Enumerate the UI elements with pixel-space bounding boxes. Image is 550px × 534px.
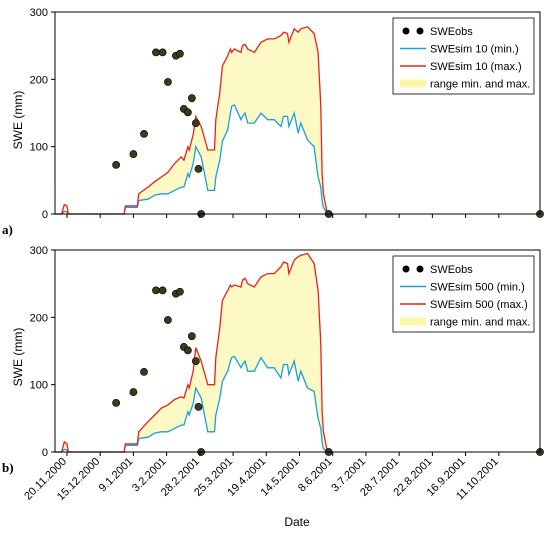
legend: SWEobs SWEsim 10 (min.) SWEsim 10 (max.) ra… (392, 17, 535, 95)
y-tick-label: 200 (30, 74, 48, 86)
obs-point (140, 367, 148, 376)
legend-label: SWEsim 500 (max.) (430, 299, 528, 311)
plot-frame (54, 249, 541, 453)
y-tick-label: 0 (42, 209, 48, 221)
obs-point (112, 398, 121, 407)
obs-point (164, 78, 172, 86)
obs-point (158, 286, 167, 295)
x-axis-title: Date (284, 515, 310, 529)
legend-marker-obs (402, 265, 410, 273)
obs-point (140, 129, 148, 138)
legend-swatch-range (400, 79, 426, 88)
panel-label: b) (2, 460, 14, 475)
panel-label: a) (2, 222, 13, 237)
legend: SWEobs SWEsim 500 (min.) SWEsim 500 (max.)… (392, 255, 535, 333)
min-series-line (55, 355, 329, 453)
range-area (55, 253, 329, 452)
max-series-line (55, 252, 329, 453)
y-tick-label: 0 (42, 447, 48, 459)
y-tick-label: 100 (30, 380, 48, 392)
obs-point (164, 316, 172, 324)
obs-point (187, 94, 196, 103)
legend-label: SWEsim 10 (min.) (430, 44, 519, 56)
y-tick-label: 300 (30, 7, 48, 19)
legend-label: SWEsim 500 (min.) (430, 282, 525, 294)
legend-label: range min. and max. (430, 79, 530, 91)
plot-frame (54, 11, 541, 215)
obs-point (112, 160, 121, 169)
chart-panel-a: SWE (mm) a) 0 100 200 300 SWEobs SWEsim 10 (m… (2, 7, 544, 237)
obs-point (176, 287, 184, 296)
legend-swatch-range (400, 317, 426, 326)
x-tick-label: 9.1.2001 (97, 456, 136, 495)
obs-point (152, 286, 160, 295)
obs-point (158, 48, 167, 57)
legend-marker-obs (416, 265, 424, 273)
legend-label: SWEsim 10 (max.) (430, 61, 522, 73)
obs-point (176, 49, 184, 58)
legend-marker-obs (416, 27, 424, 35)
obs-point (194, 164, 203, 173)
y-tick-label: 100 (30, 142, 48, 154)
chart-panel-b: SWE (mm) b) Date 010020030020.11.200015.… (2, 245, 544, 529)
x-tick-label: 8.6.2001 (296, 456, 335, 495)
range-area (55, 26, 329, 214)
obs-point (194, 402, 203, 411)
legend-label: SWEobs (430, 264, 473, 276)
max-series-line (55, 26, 329, 215)
y-axis-title: SWE (mm) (11, 91, 25, 150)
y-axis-title: SWE (mm) (11, 328, 25, 387)
y-tick-label: 300 (30, 245, 48, 257)
min-series-line (55, 104, 329, 215)
obs-point (187, 332, 196, 341)
y-tick-label: 200 (30, 312, 48, 324)
legend-label: range min. and max. (430, 317, 530, 329)
legend-label: SWEobs (430, 26, 473, 38)
obs-point (191, 357, 200, 365)
obs-point (183, 346, 192, 355)
obs-point (183, 108, 192, 117)
obs-point (191, 119, 200, 127)
obs-point (129, 388, 138, 396)
obs-point (152, 48, 160, 57)
obs-point (129, 150, 138, 158)
legend-marker-obs (402, 27, 410, 35)
